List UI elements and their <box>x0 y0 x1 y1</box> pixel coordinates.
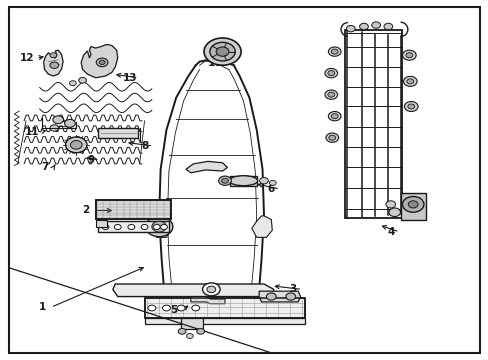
Circle shape <box>402 197 423 212</box>
Circle shape <box>153 225 160 229</box>
Text: 12: 12 <box>20 53 35 63</box>
Circle shape <box>162 305 170 311</box>
Circle shape <box>141 225 148 229</box>
Circle shape <box>269 180 276 185</box>
Text: 4: 4 <box>386 227 394 237</box>
Ellipse shape <box>229 176 257 186</box>
Circle shape <box>99 60 105 64</box>
Circle shape <box>359 23 367 30</box>
Circle shape <box>328 112 340 121</box>
Polygon shape <box>81 44 118 78</box>
Text: 6: 6 <box>267 184 274 194</box>
Circle shape <box>152 221 166 232</box>
Circle shape <box>145 217 172 237</box>
Circle shape <box>206 286 215 293</box>
Circle shape <box>114 225 121 229</box>
Circle shape <box>325 68 337 78</box>
Bar <box>181 318 203 329</box>
Polygon shape <box>259 291 300 302</box>
Circle shape <box>218 176 231 185</box>
Text: 10: 10 <box>207 58 222 68</box>
Circle shape <box>160 225 167 229</box>
Circle shape <box>402 50 415 60</box>
Circle shape <box>346 26 354 32</box>
Circle shape <box>70 140 82 149</box>
Circle shape <box>266 293 276 300</box>
Circle shape <box>328 47 340 56</box>
Circle shape <box>406 79 413 84</box>
Circle shape <box>407 104 414 109</box>
Bar <box>96 220 106 226</box>
Text: 11: 11 <box>25 127 40 136</box>
Circle shape <box>383 23 392 30</box>
Text: 13: 13 <box>122 73 137 83</box>
Bar <box>98 128 138 138</box>
Text: 9: 9 <box>87 155 94 165</box>
Polygon shape <box>113 284 273 297</box>
Circle shape <box>79 77 86 83</box>
Circle shape <box>203 38 241 65</box>
Circle shape <box>209 42 235 61</box>
Circle shape <box>405 53 412 58</box>
Text: 5: 5 <box>170 305 177 315</box>
Polygon shape <box>43 50 63 76</box>
Polygon shape <box>190 297 224 304</box>
Circle shape <box>327 92 334 97</box>
Bar <box>229 176 256 186</box>
Polygon shape <box>151 216 171 237</box>
Circle shape <box>330 49 337 54</box>
Circle shape <box>407 201 417 208</box>
Polygon shape <box>144 318 305 324</box>
Circle shape <box>371 22 380 28</box>
Polygon shape <box>251 216 272 237</box>
Circle shape <box>285 293 295 300</box>
Text: 8: 8 <box>141 141 148 151</box>
Bar <box>400 193 425 220</box>
Circle shape <box>259 177 268 184</box>
Circle shape <box>50 53 57 58</box>
Text: 1: 1 <box>39 302 46 312</box>
Circle shape <box>186 333 193 338</box>
Circle shape <box>330 114 337 119</box>
Circle shape <box>53 116 63 124</box>
Circle shape <box>178 328 185 334</box>
Circle shape <box>325 90 337 99</box>
Circle shape <box>404 102 417 112</box>
Text: 2: 2 <box>82 206 89 216</box>
Circle shape <box>385 201 395 208</box>
Circle shape <box>221 178 228 183</box>
Circle shape <box>177 305 184 311</box>
Bar <box>144 298 305 318</box>
Circle shape <box>50 125 59 131</box>
Circle shape <box>191 305 199 311</box>
Bar <box>96 200 171 220</box>
Circle shape <box>69 81 76 86</box>
Circle shape <box>388 208 400 217</box>
Circle shape <box>50 62 59 68</box>
Circle shape <box>403 76 416 86</box>
Circle shape <box>65 137 87 153</box>
Bar <box>96 200 171 220</box>
Circle shape <box>148 305 156 311</box>
Circle shape <box>196 328 204 334</box>
Circle shape <box>325 133 338 142</box>
Circle shape <box>202 283 220 296</box>
Circle shape <box>216 47 228 56</box>
Circle shape <box>327 71 334 76</box>
Circle shape <box>64 120 75 127</box>
Circle shape <box>102 225 109 229</box>
Bar <box>98 221 168 232</box>
Text: 3: 3 <box>289 284 296 294</box>
Circle shape <box>128 225 135 229</box>
Text: 7: 7 <box>41 162 48 172</box>
Polygon shape <box>185 161 227 173</box>
Bar <box>344 30 402 219</box>
Bar <box>144 298 305 318</box>
Circle shape <box>328 135 335 140</box>
Circle shape <box>96 58 108 67</box>
